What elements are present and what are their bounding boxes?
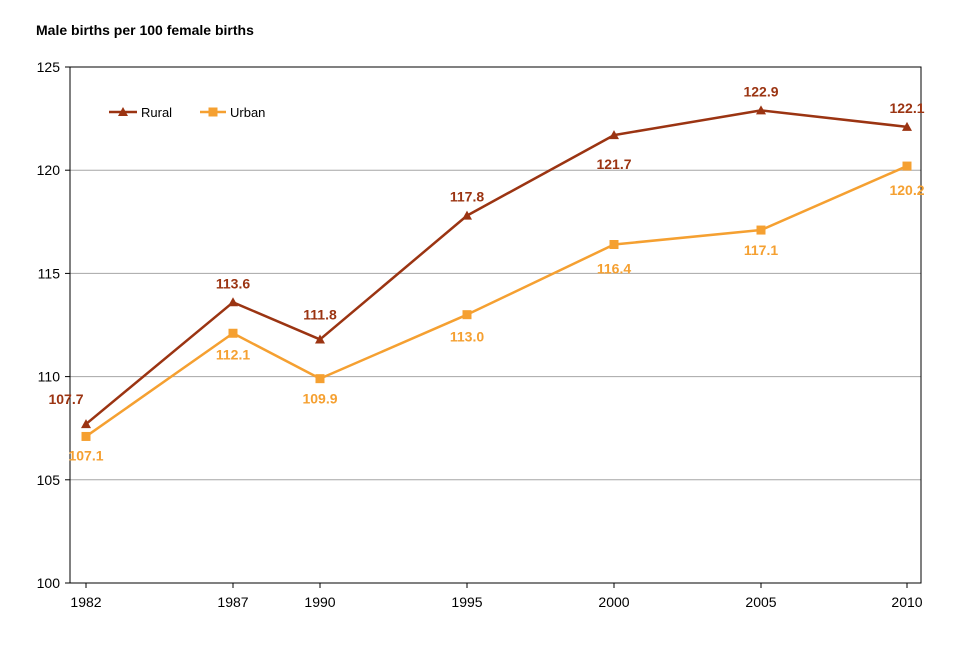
data-point-urban: [902, 161, 912, 171]
data-point-rural: [462, 210, 472, 220]
data-point-urban: [81, 431, 91, 441]
x-tick-label: 1982: [70, 594, 101, 610]
y-tick-label: 125: [37, 59, 61, 75]
legend-marker-urban: [208, 107, 218, 117]
data-point-urban: [315, 374, 325, 384]
x-tick-label: 1990: [304, 594, 335, 610]
y-tick-label: 120: [37, 162, 61, 178]
legend-label-rural: Rural: [141, 105, 172, 120]
data-label-urban: 116.4: [597, 261, 631, 277]
data-label-rural: 122.9: [743, 83, 778, 99]
x-tick-label: 2010: [891, 594, 922, 610]
data-label-urban: 120.2: [889, 182, 924, 198]
data-point-urban: [756, 225, 766, 235]
y-tick-label: 110: [38, 369, 61, 385]
data-point-rural: [902, 121, 912, 131]
y-tick-label: 105: [37, 472, 61, 488]
series-line-urban: [85, 164, 908, 438]
data-point-rural: [756, 105, 766, 115]
plot-frame: [69, 66, 922, 584]
data-point-urban: [609, 240, 619, 250]
data-label-urban: 112.1: [216, 346, 250, 362]
data-label-rural: 121.7: [596, 156, 631, 172]
data-label-rural: 111.8: [303, 306, 337, 322]
y-tick-label: 100: [37, 575, 61, 591]
legend-marker-rural: [118, 107, 128, 116]
data-point-urban: [462, 310, 472, 320]
data-point-rural: [315, 334, 325, 344]
legend-label-urban: Urban: [230, 105, 265, 120]
data-label-rural: 117.8: [450, 189, 484, 205]
x-tick-label: 1995: [451, 594, 482, 610]
data-label-urban: 117.1: [744, 242, 778, 258]
data-label-rural: 122.1: [889, 100, 924, 116]
data-label-urban: 113.0: [450, 329, 484, 345]
y-tick-label: 115: [38, 265, 61, 281]
data-point-rural: [609, 130, 619, 140]
y-axis-title: Male births per 100 female births: [36, 22, 254, 38]
x-tick-label: 2000: [598, 594, 629, 610]
data-label-urban: 107.1: [68, 447, 103, 463]
data-label-urban: 109.9: [302, 391, 337, 407]
data-point-rural: [228, 297, 238, 307]
data-point-rural: [81, 419, 91, 429]
data-label-rural: 113.6: [216, 275, 250, 291]
x-tick-label: 1987: [217, 594, 248, 610]
x-tick-label: 2005: [745, 594, 776, 610]
data-label-rural: 107.7: [48, 391, 83, 407]
data-point-urban: [228, 328, 238, 338]
